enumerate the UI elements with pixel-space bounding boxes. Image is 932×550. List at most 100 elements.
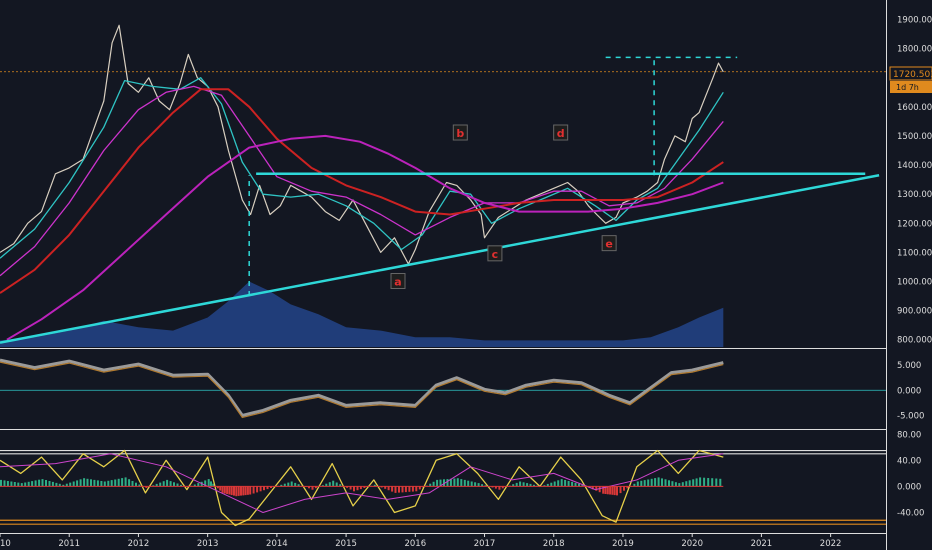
- momentum-histogram-bar: [557, 480, 560, 487]
- price-tick-label: 1200.000: [897, 219, 932, 229]
- momentum-histogram-bar: [533, 484, 535, 487]
- momentum-histogram-bar: [474, 482, 477, 487]
- momentum-histogram-bar: [38, 479, 41, 487]
- momentum-histogram-bar: [671, 481, 674, 487]
- momentum-histogram-bar: [401, 486, 404, 493]
- momentum-histogram-bar: [623, 486, 625, 491]
- momentum-histogram-bar: [436, 479, 439, 487]
- momentum-histogram-bar: [391, 486, 394, 492]
- momentum-histogram-bar: [13, 482, 16, 487]
- momentum-histogram-bar: [526, 483, 529, 487]
- oscillator-panel: [0, 358, 886, 430]
- momentum-histogram-bar: [564, 480, 567, 487]
- momentum-histogram-bar: [578, 483, 580, 487]
- momentum-histogram-bar: [155, 483, 158, 487]
- momentum-histogram-bar: [429, 483, 432, 487]
- momentum-histogram-bar: [297, 484, 300, 487]
- momentum-histogram-bar: [135, 482, 137, 487]
- momentum-histogram-bar: [41, 479, 44, 487]
- momentum-histogram-bar: [550, 482, 553, 487]
- momentum-histogram-bar: [103, 481, 106, 487]
- x-tick-label: 2018: [543, 539, 565, 549]
- x-tick-label: 2022: [820, 539, 842, 549]
- annotation-label: a: [394, 275, 401, 288]
- price-tick-label: 1100.000: [897, 248, 932, 258]
- x-tick-label: 2010: [0, 539, 11, 549]
- momentum-tick-label: -40.00: [897, 508, 924, 518]
- momentum-histogram-bar: [100, 481, 103, 487]
- momentum-histogram-bar: [145, 486, 148, 488]
- momentum-histogram-bar: [221, 486, 224, 493]
- momentum-histogram-bar: [311, 486, 314, 490]
- momentum-histogram-bar: [356, 486, 359, 491]
- momentum-histogram-bar: [501, 486, 504, 489]
- momentum-histogram-bar: [138, 484, 141, 487]
- momentum-histogram-bar: [335, 482, 338, 487]
- momentum-histogram-bar: [131, 481, 134, 487]
- momentum-histogram-bar: [439, 479, 442, 487]
- momentum-histogram-bar: [408, 486, 411, 492]
- momentum-histogram-bar: [707, 478, 710, 487]
- momentum-histogram-bar: [6, 481, 9, 487]
- volume-area: [0, 281, 724, 347]
- momentum-histogram-bar: [76, 480, 79, 487]
- price-tick-label: 1600.000: [897, 103, 932, 113]
- annotation-label: e: [605, 238, 612, 251]
- price-badges: 1720.503 1d 7h: [889, 66, 932, 93]
- momentum-histogram-bar: [668, 480, 670, 487]
- momentum-histogram-bar: [207, 479, 210, 487]
- momentum-histogram-bar: [152, 485, 155, 487]
- momentum-histogram-bar: [346, 486, 349, 488]
- last-price-label: 1720.503: [893, 70, 932, 80]
- momentum-histogram-bar: [606, 486, 609, 495]
- annotation-label: c: [492, 248, 499, 261]
- momentum-histogram-bar: [173, 482, 175, 487]
- momentum-histogram-bar: [290, 481, 293, 487]
- price-tick-label: 800.000: [897, 336, 932, 346]
- price-tick-label: 1900.000: [897, 15, 932, 25]
- momentum-histogram-bar: [460, 479, 463, 487]
- momentum-histogram-bar: [90, 479, 92, 487]
- momentum-histogram-bar: [226, 486, 229, 494]
- last-price-badge: [889, 66, 932, 81]
- momentum-histogram-bar: [55, 482, 58, 487]
- momentum-histogram-bar: [34, 480, 37, 487]
- momentum-histogram-bar: [58, 483, 61, 487]
- price-tick-label: 1000.000: [897, 277, 932, 287]
- x-tick-label: 2013: [197, 539, 219, 549]
- momentum-histogram-bar: [650, 478, 653, 487]
- momentum-histogram-bar: [193, 484, 196, 487]
- x-tick-label: 2020: [681, 539, 703, 549]
- momentum-histogram-bar: [398, 486, 400, 493]
- momentum-histogram-bar: [79, 479, 82, 487]
- momentum-histogram-bar: [609, 486, 612, 495]
- momentum-histogram-bar: [616, 486, 618, 496]
- momentum-histogram-bar: [325, 483, 328, 487]
- momentum-histogram-bar: [328, 482, 331, 487]
- momentum-histogram-bar: [591, 486, 594, 490]
- momentum-histogram-bar: [494, 486, 497, 489]
- momentum-histogram-bar: [69, 482, 72, 487]
- momentum-histogram-bar: [512, 484, 515, 487]
- momentum-histogram-bar: [380, 486, 383, 488]
- momentum-histogram-bar: [519, 481, 522, 487]
- x-tick-label: 2012: [128, 539, 150, 549]
- momentum-histogram-bar: [223, 486, 226, 494]
- momentum-histogram-bar: [249, 486, 252, 495]
- momentum-histogram-bar: [703, 477, 706, 487]
- momentum-histogram-bar: [688, 480, 691, 487]
- moving-average-line: [0, 88, 724, 294]
- momentum-histogram-bar: [529, 483, 532, 487]
- momentum-histogram-bar: [657, 477, 660, 487]
- momentum-histogram-bar: [280, 484, 283, 487]
- momentum-histogram-bar: [294, 482, 297, 487]
- x-axis: 2010 2011 2012 2013 2014 2015 2016 2017 2018 2019…: [0, 533, 886, 549]
- momentum-histogram-bar: [197, 483, 200, 487]
- momentum-histogram-bar: [470, 481, 473, 487]
- momentum-histogram-bar: [515, 482, 518, 487]
- momentum-histogram-bar: [574, 482, 577, 487]
- momentum-histogram-bar: [48, 481, 51, 487]
- momentum-histogram-bar: [522, 482, 525, 487]
- momentum-histogram-bar: [31, 481, 34, 487]
